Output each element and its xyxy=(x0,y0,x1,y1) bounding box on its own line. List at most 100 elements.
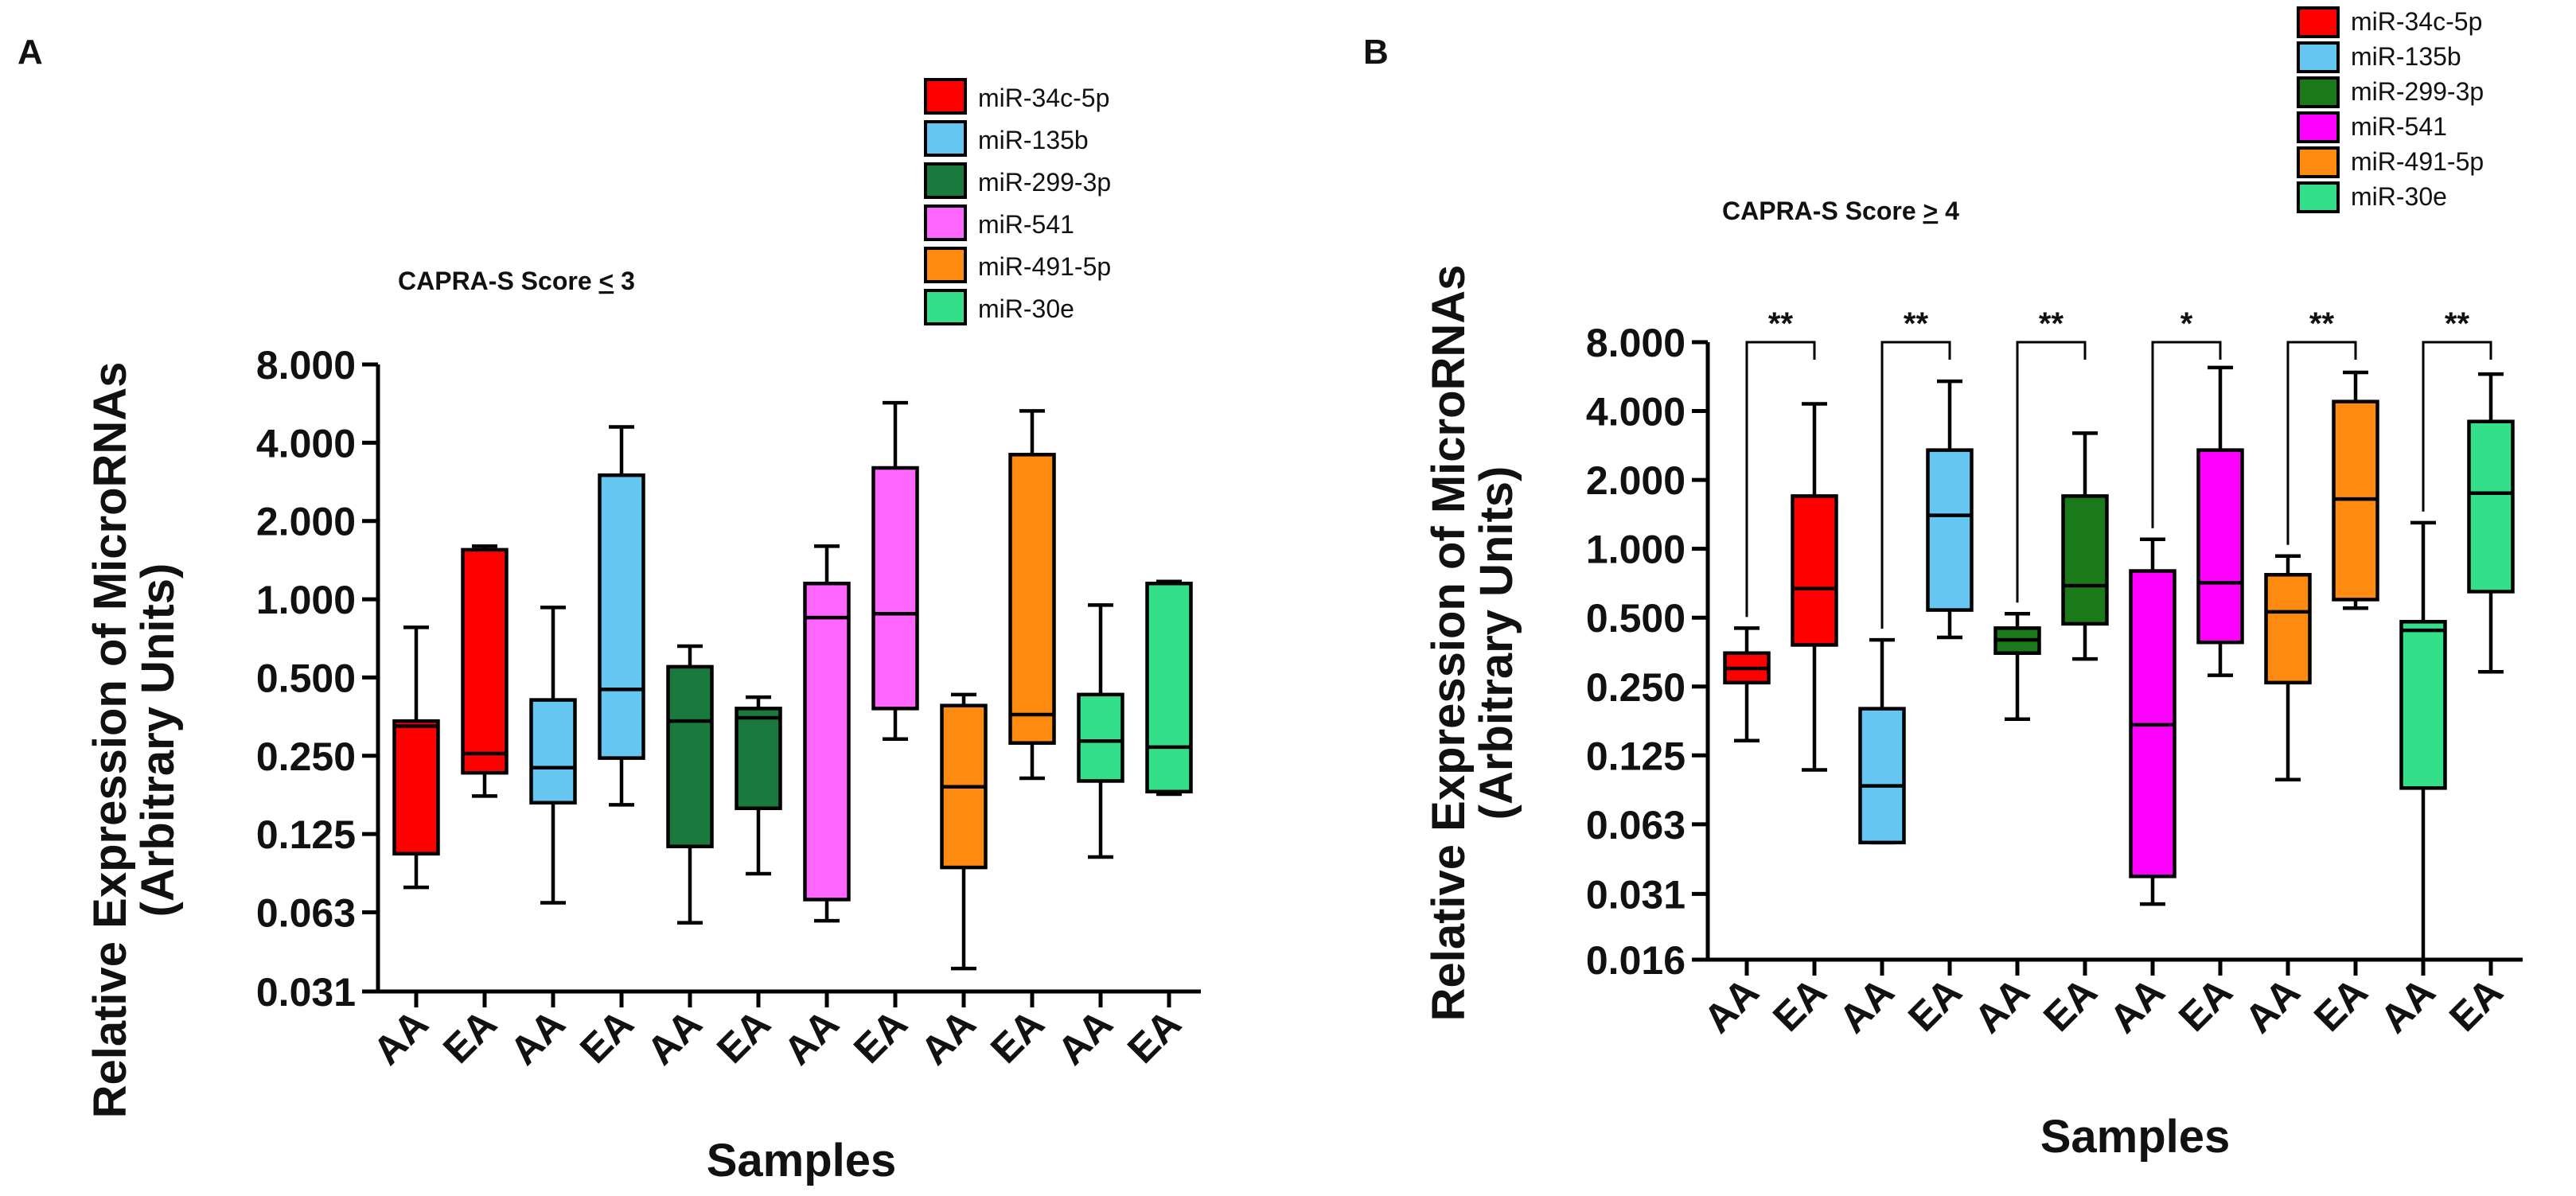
panel-a-y-label-line1: Relative Expression of MicroRNAs xyxy=(84,362,136,1119)
panel-b-legend-item: miR-491-5p xyxy=(2297,146,2484,178)
panel-a-subtitle-symbol: < xyxy=(599,267,614,295)
legend-label: miR-34c-5p xyxy=(2351,7,2482,36)
panel-a-subtitle-value: 3 xyxy=(614,267,635,295)
panel-b-subtitle-symbol: > xyxy=(1923,197,1939,225)
panel-a-letter: A xyxy=(18,33,43,72)
panel-b-box-miR-135b-EA xyxy=(1926,379,1974,640)
panel-a-y-tick-label: 0.125 xyxy=(256,812,356,857)
panel-b-x-tick-label: AA xyxy=(2101,969,2173,1042)
panel-b-x-tick-label: EA xyxy=(2170,969,2241,1040)
panel-b-legend-item: miR-34c-5p xyxy=(2297,6,2482,38)
box-iqr xyxy=(1145,581,1193,794)
panel-b-significance-miR-491-5p: ** xyxy=(2286,306,2357,545)
panel-b-y-label-line1: Relative Expression of MicroRNAs xyxy=(1423,265,1475,1022)
panel-b-box-miR-541-EA xyxy=(2196,365,2244,677)
panel-a-legend-item: miR-541 xyxy=(924,205,1074,241)
panel-b-box-miR-30e-AA xyxy=(2399,520,2447,962)
panel-a-x-label: Samples xyxy=(707,1135,897,1186)
panel-b-box-miR-34c-5p-EA xyxy=(1791,402,1838,772)
panel-a-y-tick-label: 1.000 xyxy=(256,578,356,622)
legend-swatch xyxy=(924,247,967,283)
panel-a-y-tick-label: 2.000 xyxy=(256,500,356,544)
legend-label: miR-135b xyxy=(978,126,1089,154)
panel-b-y-tick-label: 0.125 xyxy=(1586,734,1686,778)
panel-b-y-tick-label: 4.000 xyxy=(1586,390,1686,434)
panel-b-y-tick-label: 8.000 xyxy=(1586,321,1686,365)
legend-swatch xyxy=(2297,41,2340,73)
legend-label: miR-491-5p xyxy=(2351,147,2484,176)
legend-label: miR-30e xyxy=(2351,182,2447,211)
box-iqr xyxy=(1077,692,1124,783)
panel-b-box-miR-30e-EA xyxy=(2467,372,2515,674)
significance-bracket xyxy=(2016,341,2087,603)
panel-a-x-tick-label: EA xyxy=(708,1001,779,1072)
box-iqr xyxy=(871,466,919,711)
panel-b-box-miR-541-AA xyxy=(2129,537,2177,906)
panel-a-box-miR-135b-EA xyxy=(598,425,645,807)
panel-a-legend-item: miR-135b xyxy=(924,120,1089,157)
panel-b-box-miR-135b-AA xyxy=(1858,637,1906,845)
panel-a-box-miR-34c-5p-EA xyxy=(461,544,509,798)
panel-a-x-tick-label: EA xyxy=(571,1001,642,1072)
panel-b-y-tick-label: 0.016 xyxy=(1586,938,1686,983)
panel-b-subtitle: CAPRA-S Score > 4 xyxy=(1722,197,1959,225)
panel-a-x-tick-label: EA xyxy=(1119,1001,1190,1072)
panel-b-legend-item: miR-541 xyxy=(2297,111,2447,143)
panel-a-box-miR-34c-5p-AA xyxy=(392,625,440,890)
significance-bracket xyxy=(1745,341,1816,617)
box-iqr xyxy=(2196,448,2244,645)
legend-swatch xyxy=(924,162,967,199)
panel-a-legend-item: miR-491-5p xyxy=(924,247,1111,283)
panel-b: B CAPRA-S Score > 4 Relative Expression … xyxy=(1363,6,2523,1163)
panel-b-legend: miR-34c-5p miR-135b miR-299-3p miR-541 miR-4… xyxy=(2297,6,2484,213)
panel-b-x-tick-label: EA xyxy=(1900,969,1970,1040)
panel-b-y-label-line2: (Arbitrary Units) xyxy=(1471,466,1522,820)
panel-a-y-label-line2: (Arbitrary Units) xyxy=(132,563,184,917)
box-iqr xyxy=(666,664,714,848)
legend-label: miR-541 xyxy=(2351,112,2447,141)
panel-a-x-tick-label: AA xyxy=(775,1001,848,1073)
panel-b-legend-item: miR-30e xyxy=(2297,181,2447,213)
panel-a-box-miR-30e-AA xyxy=(1077,603,1124,859)
significance-label: ** xyxy=(2039,306,2064,341)
panel-b-legend-item: miR-299-3p xyxy=(2297,76,2484,108)
panel-b-x-tick-label: AA xyxy=(2236,969,2309,1042)
box-iqr xyxy=(2264,573,2312,685)
panel-a-box-miR-299-3p-EA xyxy=(735,695,782,876)
box-iqr xyxy=(803,581,851,902)
panel-b-box-miR-491-5p-EA xyxy=(2332,370,2379,610)
panel-b-significance-miR-30e: ** xyxy=(2422,306,2492,512)
legend-swatch xyxy=(924,205,967,241)
legend-swatch xyxy=(2297,76,2340,108)
panel-a-y-tick-label: 4.000 xyxy=(256,421,356,466)
panel-b-x-tick-label: AA xyxy=(1695,969,1767,1042)
panel-b-box-miR-34c-5p-AA xyxy=(1723,626,1771,743)
panel-b-x-tick-label: EA xyxy=(2035,969,2106,1040)
panel-b-x-tick-label: EA xyxy=(2305,969,2376,1040)
panel-b-legend-item: miR-135b xyxy=(2297,41,2461,73)
panel-a-x-tick-label: AA xyxy=(501,1001,574,1073)
box-iqr xyxy=(1791,494,1838,647)
panel-b-x-label: Samples xyxy=(2040,1111,2231,1163)
panel-a-box-miR-541-EA xyxy=(871,400,919,741)
panel-b-x-tick-label: EA xyxy=(2441,969,2512,1040)
box-iqr xyxy=(1858,707,1906,845)
panel-a-x-tick-label: AA xyxy=(1049,1001,1121,1073)
significance-bracket xyxy=(1880,341,1951,629)
panel-b-significance-miR-135b: ** xyxy=(1880,306,1951,629)
legend-swatch xyxy=(2297,6,2340,38)
panel-b-y-tick-label: 1.000 xyxy=(1586,528,1686,572)
panel-b-x-tick-label: AA xyxy=(2371,969,2444,1042)
panel-a-y-tick-label: 0.063 xyxy=(256,891,356,936)
legend-label: miR-34c-5p xyxy=(978,84,1109,112)
significance-label: ** xyxy=(2309,306,2335,341)
legend-label: miR-541 xyxy=(978,210,1074,239)
box-iqr xyxy=(529,698,577,804)
legend-swatch xyxy=(924,289,967,325)
panel-a-y-tick-label: 0.500 xyxy=(256,656,356,700)
box-iqr xyxy=(2399,620,2447,790)
panel-a-x-tick-label: EA xyxy=(845,1001,916,1072)
panel-a-legend-item: miR-30e xyxy=(924,289,1074,325)
box-iqr xyxy=(1926,448,1974,612)
